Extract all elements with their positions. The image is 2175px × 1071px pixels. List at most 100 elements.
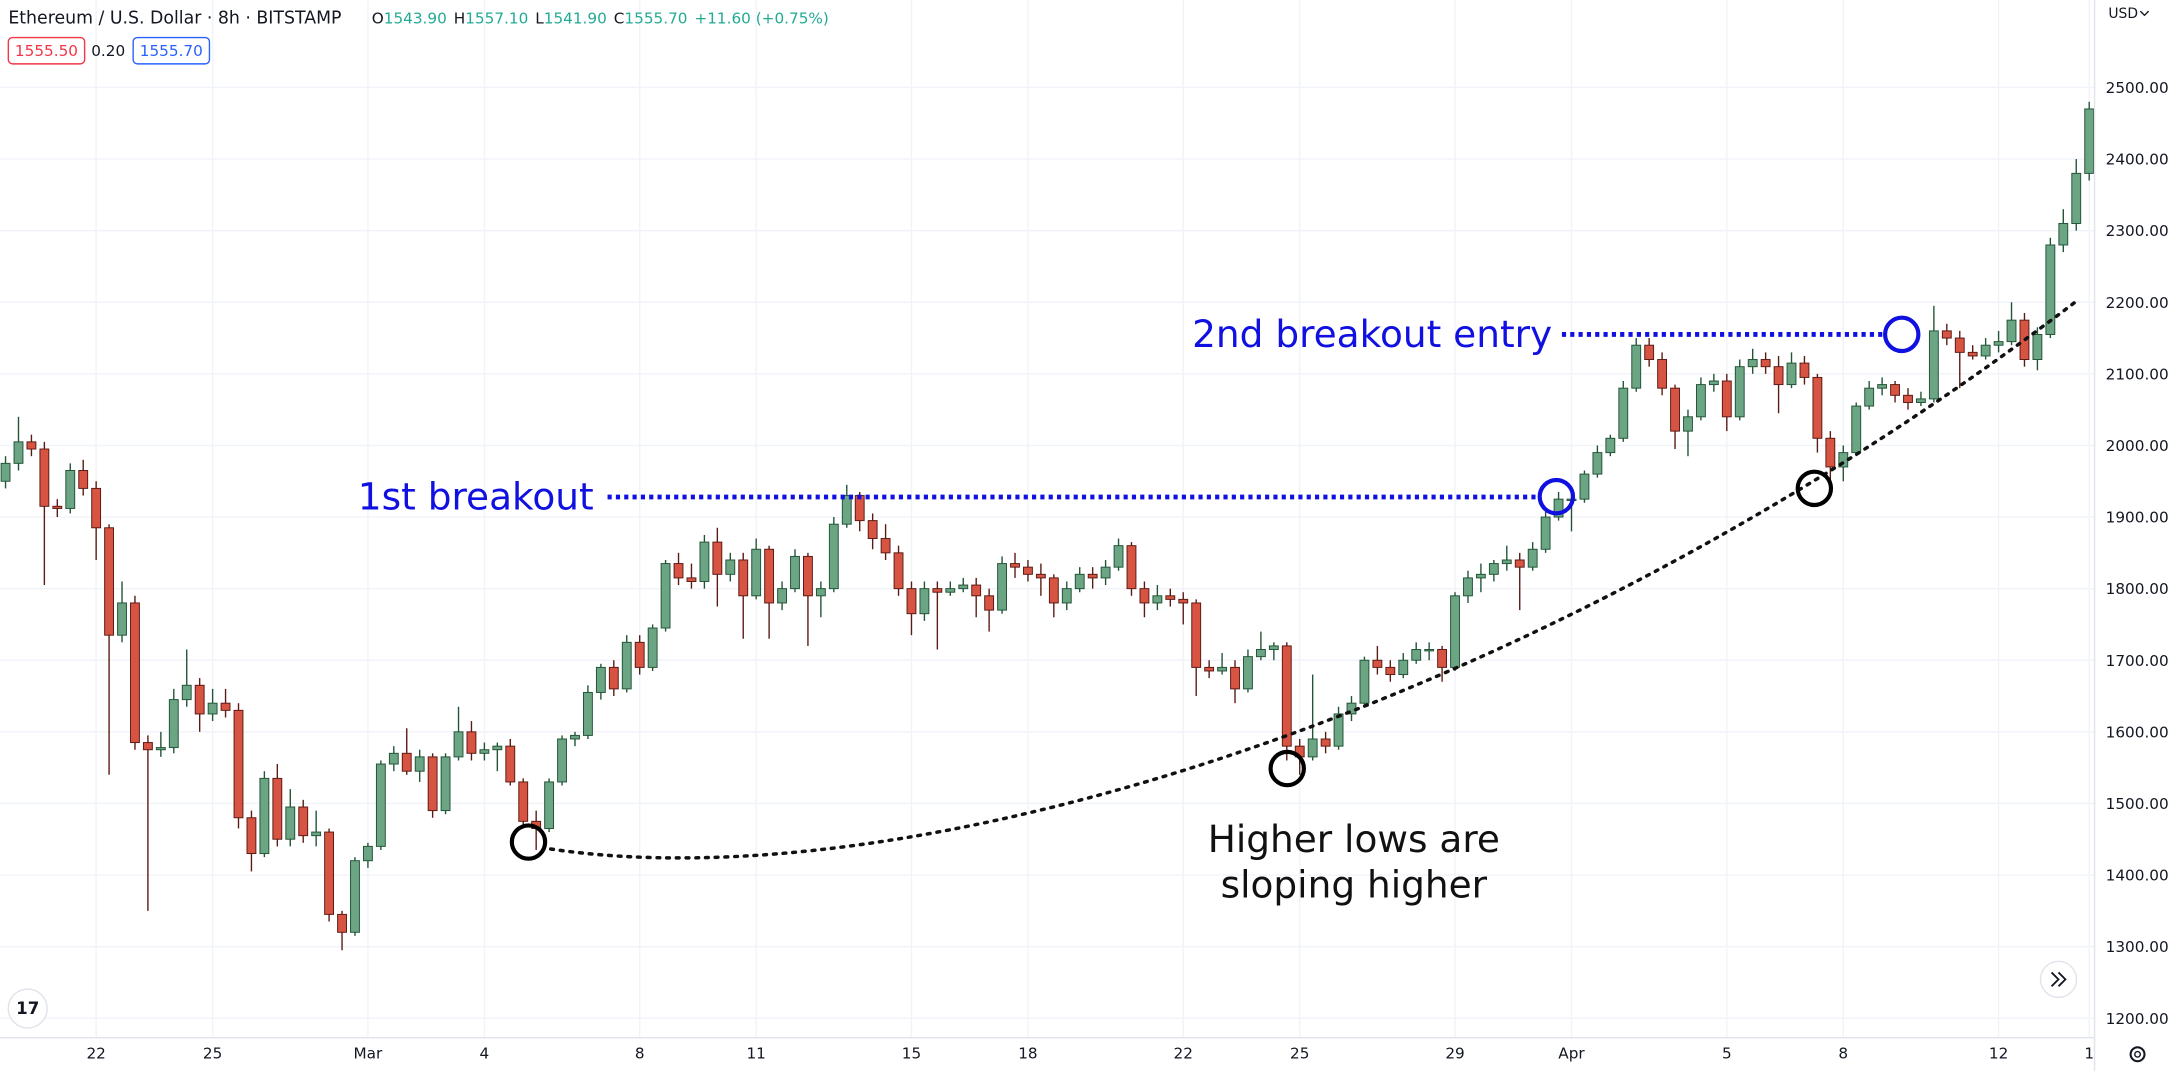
candle-body xyxy=(1255,649,1266,658)
currency[interactable]: USD xyxy=(2108,6,2138,22)
note-line: Higher lows are xyxy=(1208,817,1500,861)
candle-body xyxy=(1165,595,1176,600)
y-tick-label: 1600.00 xyxy=(2106,723,2169,741)
candle-body xyxy=(1074,573,1085,590)
candle-body xyxy=(492,745,503,751)
candle-body xyxy=(1579,473,1590,500)
candle-body xyxy=(777,588,787,604)
x-tick-label: Mar xyxy=(354,1044,384,1062)
y-tick-label: 1200.00 xyxy=(2106,1010,2169,1028)
candle-body xyxy=(440,756,451,812)
candle-body xyxy=(155,747,166,751)
candle-body xyxy=(1734,366,1745,418)
candle-body xyxy=(971,584,982,597)
candle-body xyxy=(1372,659,1383,668)
candle-body xyxy=(0,462,11,482)
x-tick-label: 15 xyxy=(902,1044,921,1062)
candle-body xyxy=(906,588,917,615)
candle-body xyxy=(259,777,270,855)
scroll-button[interactable] xyxy=(2039,960,2078,999)
candle-body xyxy=(828,523,839,590)
candle-body xyxy=(142,742,153,751)
candle-body xyxy=(1903,394,1913,403)
candle-body xyxy=(570,734,580,740)
x-tick-label: 22 xyxy=(1174,1044,1193,1062)
bid-badge xyxy=(7,36,86,65)
candle-body xyxy=(1631,344,1642,389)
candle-body xyxy=(1035,573,1046,579)
x-tick-label: 11 xyxy=(746,1044,765,1062)
candle-body xyxy=(1683,416,1693,432)
candle-body xyxy=(1786,362,1797,386)
candle-body xyxy=(39,448,50,507)
candle-body xyxy=(130,602,140,744)
candle-body xyxy=(104,527,115,636)
ohlc-value: 1555.70 xyxy=(624,10,687,28)
candle-body xyxy=(1941,330,1952,339)
y-tick-label: 1300.00 xyxy=(2106,938,2169,956)
currency-caret xyxy=(2139,10,2150,17)
breakout-label: 1st breakout xyxy=(358,474,594,518)
ohlc-label: C xyxy=(614,10,625,28)
candle-body xyxy=(2045,244,2056,335)
ohlc-value: 1543.90 xyxy=(384,10,447,28)
candle-body xyxy=(246,817,257,855)
candle-body xyxy=(1398,659,1409,676)
candle-body xyxy=(13,441,24,464)
candle-body xyxy=(1812,376,1823,439)
candle-body xyxy=(362,845,373,862)
candle-body xyxy=(634,641,645,668)
ohlc-label: O xyxy=(372,10,384,28)
candle-body xyxy=(815,588,826,597)
candle-body xyxy=(1967,351,1978,357)
candle-body xyxy=(2084,108,2095,174)
y-tick-label: 1900.00 xyxy=(2106,509,2169,527)
candle-body xyxy=(699,541,710,582)
candle-body xyxy=(660,563,671,629)
candle-body xyxy=(1204,666,1215,672)
higher-lows-curve xyxy=(548,299,2079,860)
candle-body xyxy=(1475,573,1486,579)
y-tick-label: 2300.00 xyxy=(2106,222,2169,240)
candle-body xyxy=(1993,341,2004,346)
candle-body xyxy=(324,831,335,915)
candle-body xyxy=(1657,359,1668,389)
candle-body xyxy=(233,709,244,819)
candle-body xyxy=(647,627,658,668)
tv-logo[interactable]: 17 xyxy=(7,988,48,1029)
ohlc-label: H xyxy=(454,10,465,28)
ohlc-values: O1543.90 H1557.10 L1541.90 C1555.70 +11.60 (… xyxy=(372,10,829,28)
candle-body xyxy=(1644,344,1655,361)
x-tick-label: 5 xyxy=(1722,1044,1732,1062)
candle-body xyxy=(52,505,63,509)
x-tick-label: 4 xyxy=(480,1044,490,1062)
x-tick-label: 18 xyxy=(1018,1044,1037,1062)
candle-body xyxy=(207,702,218,715)
candle-body xyxy=(1152,595,1163,604)
candle-body xyxy=(1877,384,1888,389)
settings-gear[interactable] xyxy=(2129,1046,2146,1063)
breakout-label: 2nd breakout entry xyxy=(1192,312,1552,356)
candle-body xyxy=(65,470,76,509)
y-tick-label: 2400.00 xyxy=(2106,151,2169,169)
candle-body xyxy=(1217,666,1228,672)
candle-body xyxy=(272,777,283,840)
candle-body xyxy=(557,738,567,783)
x-tick-label: 8 xyxy=(1838,1044,1848,1062)
candle-body xyxy=(505,745,516,783)
y-tick-label: 2500.00 xyxy=(2106,79,2169,97)
candle-body xyxy=(1113,545,1124,568)
candle-body xyxy=(984,595,995,611)
ask-badge xyxy=(132,36,211,65)
candle-body xyxy=(26,441,37,450)
candle-body xyxy=(1243,656,1253,690)
candle-body xyxy=(2032,333,2043,361)
candle-body xyxy=(414,756,425,772)
candle-body xyxy=(2006,319,2017,343)
candle-body xyxy=(608,666,619,690)
candle-body xyxy=(790,555,800,590)
y-tick-label: 1700.00 xyxy=(2106,652,2169,670)
candle-body xyxy=(1670,387,1680,432)
